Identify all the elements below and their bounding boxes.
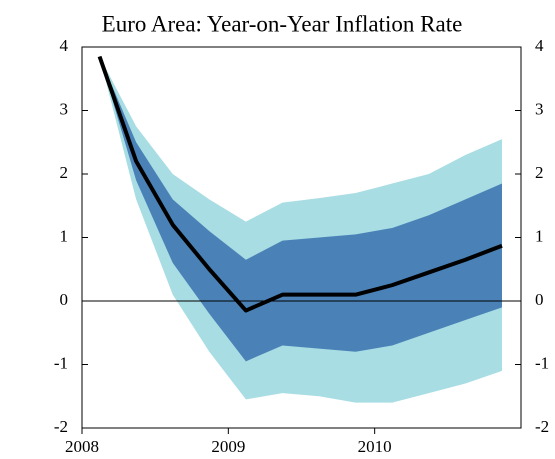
y2-tick-label: -2: [535, 417, 549, 436]
y-tick-label: 3: [60, 99, 69, 118]
y2-tick-label: 1: [535, 226, 544, 245]
x-tick-label: 2008: [65, 437, 99, 456]
chart-title: Euro Area: Year-on-Year Inflation Rate: [102, 11, 463, 36]
y2-tick-label: 4: [535, 36, 544, 55]
y-tick-label: 1: [60, 226, 69, 245]
central-line: [97, 55, 503, 313]
y2-tick-label: 0: [535, 290, 544, 309]
x-tick-label: 2009: [211, 437, 245, 456]
y-tick-label: -1: [54, 353, 68, 372]
x-tick-label: 2010: [358, 437, 392, 456]
y2-tick-label: 3: [535, 99, 544, 118]
y-tick-label: 2: [60, 163, 69, 182]
y-tick-label: 0: [60, 290, 69, 309]
y-tick-label: -2: [54, 417, 68, 436]
y2-tick-label: 2: [535, 163, 544, 182]
y-tick-label: 4: [60, 36, 69, 55]
fan-band: [99, 56, 502, 362]
y2-tick-label: -1: [535, 353, 549, 372]
